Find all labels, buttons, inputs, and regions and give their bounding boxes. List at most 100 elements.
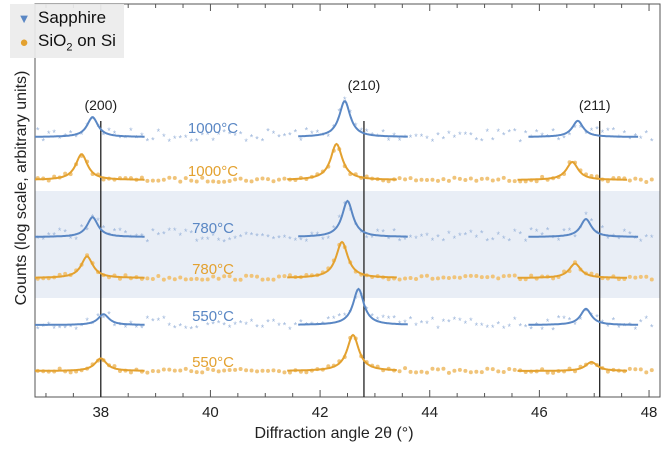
data-point xyxy=(496,276,501,281)
data-point xyxy=(627,178,632,183)
data-point xyxy=(161,277,166,282)
data-point: * xyxy=(634,234,638,244)
data-point: * xyxy=(442,134,446,144)
data-point xyxy=(490,274,495,279)
temperature-label: 780°C xyxy=(192,261,234,278)
data-point: * xyxy=(96,311,100,321)
shaded-band-780 xyxy=(35,191,660,298)
data-point: * xyxy=(551,127,555,137)
data-point: * xyxy=(338,213,342,223)
data-point: * xyxy=(606,126,610,136)
data-point xyxy=(194,370,199,375)
data-point xyxy=(156,369,161,374)
data-point xyxy=(276,177,281,182)
data-point: * xyxy=(206,235,210,245)
data-point xyxy=(474,178,479,183)
data-point xyxy=(468,273,473,278)
data-point: * xyxy=(151,317,155,327)
data-point xyxy=(156,273,161,278)
data-point: * xyxy=(283,233,287,243)
data-point xyxy=(452,275,457,280)
data-point xyxy=(260,176,265,181)
data-point: * xyxy=(36,126,40,136)
data-point: * xyxy=(168,321,172,331)
data-point xyxy=(249,273,254,278)
data-point: * xyxy=(195,237,199,247)
fit-curve xyxy=(34,357,145,372)
data-point xyxy=(638,367,643,372)
data-point: * xyxy=(365,127,369,137)
data-point: * xyxy=(151,227,155,237)
data-point: * xyxy=(200,316,204,326)
data-point: * xyxy=(305,126,309,136)
data-point: * xyxy=(189,137,193,147)
data-point xyxy=(457,275,462,280)
data-point: * xyxy=(283,132,287,142)
data-point xyxy=(452,368,457,373)
data-point xyxy=(403,366,408,371)
data-point: * xyxy=(327,132,331,142)
data-point xyxy=(282,274,287,279)
data-point xyxy=(644,179,649,184)
data-point xyxy=(150,369,155,374)
data-point xyxy=(457,176,462,181)
data-point: * xyxy=(381,313,385,323)
data-point xyxy=(485,275,490,280)
data-point: * xyxy=(74,235,78,245)
data-point: * xyxy=(58,324,62,334)
data-point xyxy=(266,277,271,282)
legend-label-sio2: SiO2 on Si xyxy=(38,30,116,54)
data-point: * xyxy=(584,306,588,316)
data-point: * xyxy=(173,324,177,334)
data-point xyxy=(468,176,473,181)
reference-line-label: (200) xyxy=(84,97,117,113)
data-point: * xyxy=(124,134,128,144)
data-point xyxy=(178,275,183,280)
data-point: * xyxy=(529,226,533,236)
fit-curve xyxy=(517,262,628,279)
data-point: * xyxy=(146,137,150,147)
data-point xyxy=(463,368,468,373)
data-point xyxy=(633,367,638,372)
data-point: * xyxy=(579,224,583,234)
data-point xyxy=(414,178,419,183)
data-point xyxy=(446,275,451,280)
legend-label-sapphire: Sapphire xyxy=(38,8,107,27)
data-point: * xyxy=(239,129,243,139)
data-point: * xyxy=(146,314,150,324)
fit-curve xyxy=(287,240,397,279)
data-point xyxy=(644,370,649,375)
data-point: * xyxy=(135,323,139,333)
data-point: * xyxy=(546,317,550,327)
data-point xyxy=(145,178,150,183)
data-point: * xyxy=(63,228,67,238)
circle-marker-icon: ● xyxy=(19,33,29,51)
data-point xyxy=(227,178,232,183)
data-point: * xyxy=(414,132,418,142)
data-point xyxy=(441,275,446,280)
data-point: * xyxy=(403,318,407,328)
y-axis-label: Counts (log scale, arbitrary units) xyxy=(13,70,30,306)
data-point: * xyxy=(518,321,522,331)
data-point xyxy=(397,277,402,282)
data-point: * xyxy=(58,226,62,236)
data-point xyxy=(594,174,599,179)
data-point xyxy=(205,277,210,282)
data-point: * xyxy=(47,230,51,240)
data-point: * xyxy=(420,232,424,242)
data-point: * xyxy=(491,236,495,246)
data-point: * xyxy=(595,313,599,323)
data-point: * xyxy=(338,312,342,322)
data-point: * xyxy=(162,230,166,240)
data-point xyxy=(145,276,150,281)
data-point xyxy=(512,179,517,184)
data-point: * xyxy=(453,315,457,325)
data-point: * xyxy=(623,128,627,138)
data-point xyxy=(200,277,205,282)
data-point: * xyxy=(502,234,506,244)
data-point xyxy=(233,177,238,182)
data-point: * xyxy=(513,315,517,325)
data-point xyxy=(266,177,271,182)
data-point: * xyxy=(623,322,627,332)
